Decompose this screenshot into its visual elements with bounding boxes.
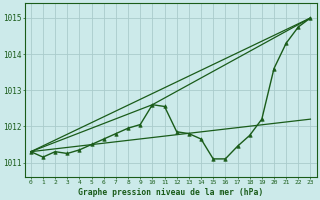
X-axis label: Graphe pression niveau de la mer (hPa): Graphe pression niveau de la mer (hPa) [78, 188, 263, 197]
